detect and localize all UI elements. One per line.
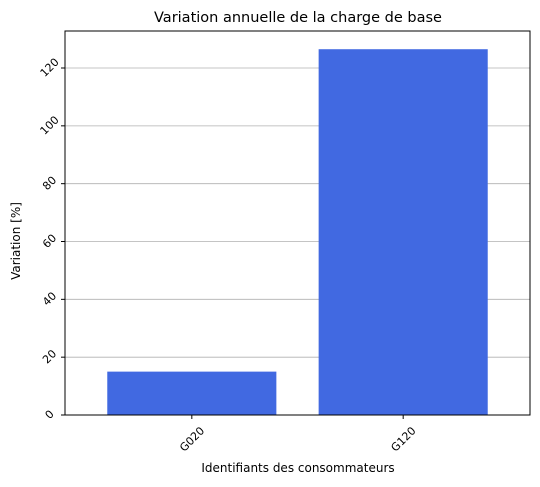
bar-g120 xyxy=(318,49,488,416)
y-tick-label: 0 xyxy=(43,408,57,422)
y-tick-label: 20 xyxy=(40,347,59,366)
y-tick-label: 120 xyxy=(38,56,62,80)
y-tick-label: 80 xyxy=(40,174,59,193)
y-tick-label: 60 xyxy=(40,232,59,251)
bar-g020 xyxy=(107,371,277,415)
chart-title: Variation annuelle de la charge de base xyxy=(154,10,442,26)
plot-frame xyxy=(64,30,531,416)
x-axis-label: Identifiants des consommateurs xyxy=(201,461,394,475)
y-axis-label: Variation [%] xyxy=(9,202,23,280)
x-axis-ticks: G020 G120 xyxy=(177,415,419,454)
y-axis-ticks: 0 20 40 60 80 100 120 xyxy=(38,56,65,422)
y-tick-label: 100 xyxy=(38,113,62,137)
x-tick-label: G020 xyxy=(177,424,207,454)
gridlines xyxy=(65,67,530,416)
bars xyxy=(107,49,488,416)
x-tick-label: G120 xyxy=(388,424,418,454)
y-tick-label: 40 xyxy=(40,289,59,308)
